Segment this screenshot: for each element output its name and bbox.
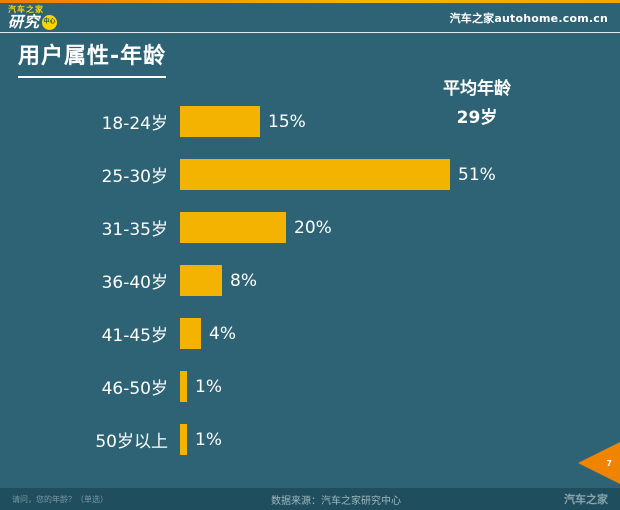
bar bbox=[180, 265, 222, 296]
category-label: 18-24岁 bbox=[101, 114, 168, 134]
top-accent-line bbox=[0, 0, 620, 3]
survey-question: 请问，您的年龄？（单选） bbox=[12, 494, 108, 504]
chart-row: 25-30岁 51% bbox=[0, 148, 620, 201]
bar bbox=[180, 159, 450, 190]
footer-brand: 汽车之家 bbox=[564, 493, 608, 506]
logo-main-row: 研究 中心 bbox=[8, 12, 58, 31]
chart-row: 46-50岁 1% bbox=[0, 360, 620, 413]
page-title: 用户属性-年龄 bbox=[18, 38, 167, 78]
average-age-value: 29岁 bbox=[456, 107, 498, 128]
value-label: 20% bbox=[294, 217, 332, 238]
average-age-annotation: 平均年龄 29岁 bbox=[412, 75, 542, 133]
value-label: 8% bbox=[230, 270, 257, 291]
category-label: 41-45岁 bbox=[101, 326, 168, 346]
value-label: 51% bbox=[458, 164, 496, 185]
header: 汽车之家 研究 中心 汽车之家autohome.com.cn bbox=[0, 3, 620, 33]
chart-row: 36-40岁 8% bbox=[0, 254, 620, 307]
logo-badge-icon: 中心 bbox=[42, 14, 58, 30]
bar bbox=[180, 212, 286, 243]
bar bbox=[180, 106, 260, 137]
autohome-research-logo: 汽车之家 研究 中心 bbox=[8, 4, 58, 31]
page-number: 7 bbox=[606, 459, 612, 468]
value-label: 1% bbox=[195, 376, 222, 397]
category-label: 25-30岁 bbox=[101, 167, 168, 187]
bar bbox=[180, 371, 187, 402]
chart-row: 50岁以上 1% bbox=[0, 413, 620, 466]
category-label: 31-35岁 bbox=[101, 220, 168, 240]
page-corner-arrow-icon bbox=[578, 442, 620, 484]
chart-row: 18-24岁 15% bbox=[0, 95, 620, 148]
value-label: 15% bbox=[268, 111, 306, 132]
average-age-label: 平均年龄 bbox=[443, 79, 511, 99]
logo-brand-text: 汽车之家 bbox=[8, 4, 44, 14]
data-source: 数据来源：汽车之家研究中心 bbox=[271, 495, 401, 507]
logo-main-text: 研究 bbox=[8, 12, 41, 31]
chart-row: 41-45岁 4% bbox=[0, 307, 620, 360]
chart-row: 31-35岁 20% bbox=[0, 201, 620, 254]
category-label: 50岁以上 bbox=[95, 432, 168, 452]
bar bbox=[180, 318, 201, 349]
value-label: 4% bbox=[209, 323, 236, 344]
category-label: 36-40岁 bbox=[101, 273, 168, 293]
bar bbox=[180, 424, 187, 455]
footer: 请问，您的年龄？（单选） 数据来源：汽车之家研究中心 汽车之家 bbox=[0, 488, 620, 510]
value-label: 1% bbox=[195, 429, 222, 450]
age-bar-chart: 18-24岁 15% 25-30岁 51% 31-35岁 20% 36-40岁 8% 41-45… bbox=[0, 95, 620, 466]
category-label: 46-50岁 bbox=[101, 379, 168, 399]
site-url: 汽车之家autohome.com.cn bbox=[449, 11, 608, 25]
